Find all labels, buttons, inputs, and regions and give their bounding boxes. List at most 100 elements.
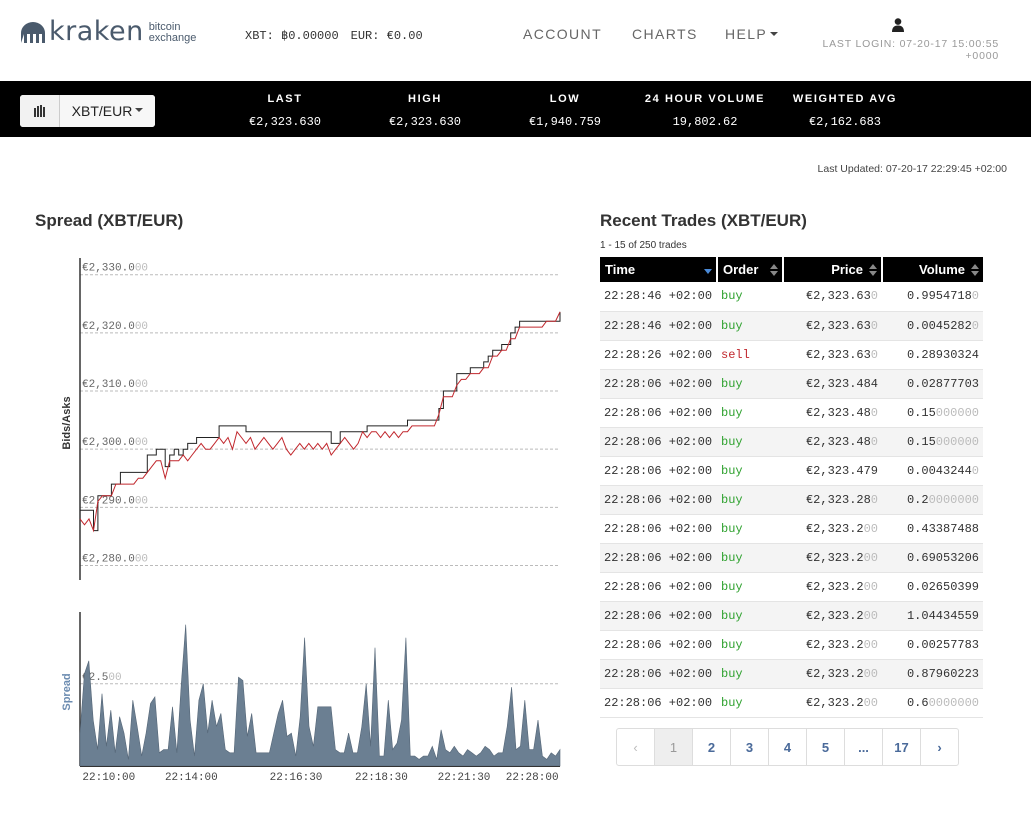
col-volume-header[interactable]: Volume [882,257,983,282]
pagination-page[interactable]: 2 [692,728,731,766]
stat-last: LAST €2,323.630 [215,93,355,129]
trade-order: buy [717,572,783,602]
top-navbar: kraken bitcoin exchange XBT: ฿0.00000 EUR… [0,0,1031,81]
trade-volume-value: 0.15 [906,405,936,420]
x-tick-label: 22:14:00 [165,772,218,784]
pagination-ellipsis: ... [844,728,883,766]
trade-order: buy [717,514,783,544]
bids-asks-chart[interactable]: €2,330.000€2,320.000€2,310.000€2,300.000… [55,250,565,585]
pair-select[interactable]: XBT/EUR [60,95,155,127]
pagination-prev[interactable]: ‹ [616,728,655,766]
y-tick-padding: 00 [135,553,148,565]
trade-volume: 0.15000000 [882,398,983,428]
trade-volume: 0.60000000 [882,688,983,718]
trade-volume-padding: 0 [971,289,979,304]
trade-order: buy [717,485,783,515]
trade-volume-value: 0.69053206 [906,550,979,565]
y-tick-main: €2,320.0 [82,321,135,333]
y-tick-main: €2,330.0 [82,263,135,275]
xbt-balance: XBT: ฿0.00000 [245,29,339,43]
col-order-header[interactable]: Order [717,257,784,282]
trade-order: buy [717,311,783,341]
trade-volume: 0.15000000 [882,427,983,457]
table-row: 22:28:06 +02:00 buy €2,323.480 0.15000000 [600,398,983,428]
col-price-header[interactable]: Price [783,257,883,282]
trade-price-padding: 0 [870,434,878,449]
trade-time: 22:28:06 +02:00 [600,688,717,718]
trades-count: 1 - 15 of 250 trades [600,240,687,251]
trade-price: €2,323.200 [783,601,882,631]
trade-price: €2,323.630 [783,282,882,312]
trade-price-value: €2,323.2 [805,637,864,652]
table-row: 22:28:06 +02:00 buy €2,323.200 0.87960223 [600,659,983,689]
chart-toggle-button[interactable] [20,95,60,127]
trade-volume-padding: 0000000 [928,492,979,507]
pagination-last[interactable]: 17 [882,728,921,766]
nav-help[interactable]: HELP [725,26,779,42]
table-header-row: Time Order Price Volume [600,257,983,282]
stat-value: €2,323.630 [388,115,461,129]
pagination-page[interactable]: 1 [654,728,693,766]
pagination-page[interactable]: 3 [730,728,769,766]
y-tick-padding: 00 [135,263,148,275]
spread-area [79,624,561,767]
trade-order: sell [717,340,783,370]
nav-account[interactable]: ACCOUNT [523,26,603,42]
trade-volume: 0.87960223 [882,659,983,689]
kraken-logo[interactable]: kraken bitcoin exchange [20,16,196,47]
col-price-label: Price [831,262,863,277]
stat-weighted-avg: WEIGHTED AVG €2,162.683 [775,93,915,129]
trade-time: 22:28:06 +02:00 [600,659,717,689]
trade-price-value: €2,323.2 [805,521,864,536]
pagination-next[interactable]: › [920,728,959,766]
col-time-header[interactable]: Time [600,257,718,282]
trade-price-padding: 00 [863,550,878,565]
pagination-page[interactable]: 4 [768,728,807,766]
trade-price-padding: 0 [870,347,878,362]
nav-charts[interactable]: CHARTS [632,26,698,42]
brand-name: kraken [49,16,144,47]
trade-time: 22:28:06 +02:00 [600,630,717,660]
trade-time: 22:28:06 +02:00 [600,572,717,602]
trade-volume-padding: 000000 [935,434,979,449]
y-tick-label: €2,330.000 [82,263,148,275]
y-tick-padding: 00 [135,437,148,449]
trade-price-value: €2,323.63 [805,347,871,362]
user-icon[interactable] [892,18,904,32]
trade-time: 22:28:06 +02:00 [600,485,717,515]
y-tick-label: €2,290.000 [82,495,148,507]
spread-chart[interactable]: €2.500€0.000Spread22:10:0022:14:0022:16:… [55,612,565,787]
trade-price: €2,323.484 [783,369,882,399]
x-tick-label: 22:18:30 [355,772,408,784]
pagination-page[interactable]: 5 [806,728,845,766]
trade-price: €2,323.200 [783,514,882,544]
trade-price-padding: 0 [870,492,878,507]
trade-time: 22:28:46 +02:00 [600,311,717,341]
bar-chart-icon [33,105,45,117]
table-row: 22:28:06 +02:00 buy €2,323.480 0.15000000 [600,427,983,457]
trade-time: 22:28:06 +02:00 [600,427,717,457]
trade-price-value: €2,323.28 [805,492,871,507]
trade-price: €2,323.200 [783,659,882,689]
spread-title: Spread (XBT/EUR) [35,211,184,230]
trade-price-value: €2,323.479 [805,463,878,478]
nav-help-label: HELP [725,26,768,42]
stat-value: €1,940.759 [528,115,601,129]
trade-price-padding: 00 [863,521,878,536]
stat-value: 19,802.62 [672,115,738,129]
x-tick-label: 22:10:00 [82,772,135,784]
asks-line [80,311,561,532]
sort-icon [770,264,778,276]
trade-order: buy [717,398,783,428]
trade-volume-value: 1.04434559 [906,608,979,623]
ticker-bar: XBT/EUR LAST €2,323.630 HIGH €2,323.630 … [0,81,1031,137]
trade-volume: 0.28930324 [882,340,983,370]
trade-price-padding: 00 [863,608,878,623]
table-row: 22:28:06 +02:00 buy €2,323.280 0.20000000 [600,485,983,515]
trade-time: 22:28:06 +02:00 [600,456,717,486]
trade-price: €2,323.200 [783,630,882,660]
trade-price-value: €2,323.2 [805,550,864,565]
trade-volume: 0.02650399 [882,572,983,602]
y-tick-label: €2,310.000 [82,379,148,391]
trades-body: 22:28:46 +02:00 buy €2,323.630 0.99547180 22… [600,282,983,718]
